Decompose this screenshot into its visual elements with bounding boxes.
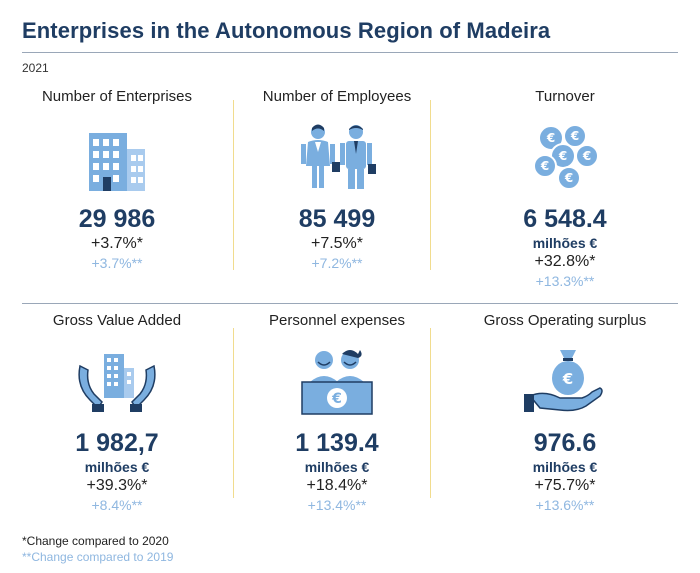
- card-gross-operating-surplus: Gross Operating surplus € 976.6 milhões …: [456, 312, 674, 514]
- change-2020: +3.7%*: [90, 235, 144, 252]
- svg-text:€: €: [558, 149, 567, 163]
- euro-coins-icon: € € € € € €: [456, 118, 674, 198]
- svg-text:€: €: [546, 131, 555, 145]
- change-2020: +39.3%*: [86, 477, 148, 494]
- card-label: Personnel expenses: [269, 312, 405, 329]
- card-value: 85 499: [298, 205, 376, 233]
- card-value: 976.6: [533, 429, 597, 457]
- change-2019: +13.3%**: [535, 273, 595, 289]
- change-2019: +8.4%**: [91, 497, 143, 513]
- svg-text:€: €: [562, 370, 573, 388]
- card-label: Turnover: [535, 88, 595, 105]
- title-divider: [22, 52, 678, 53]
- column-divider: [233, 100, 234, 270]
- change-2020: +7.5%*: [310, 235, 364, 252]
- card-personnel-expenses: Personnel expenses € 1 139.4 milhões € +…: [228, 312, 446, 514]
- footnote-2020: *Change compared to 2020: [22, 534, 169, 548]
- card-turnover: Turnover € € € € € € 6 548.4 milhões € +32.8…: [456, 88, 674, 290]
- reference-year: 2021: [22, 61, 49, 75]
- hand-money-bag-icon: €: [456, 342, 674, 422]
- svg-text:€: €: [331, 391, 342, 407]
- column-divider: [430, 328, 431, 498]
- card-unit: milhões €: [532, 235, 598, 251]
- column-divider: [430, 100, 431, 270]
- column-divider: [233, 328, 234, 498]
- svg-text:€: €: [564, 171, 573, 185]
- card-enterprises: Number of Enterprises 29 986 +3.7%* +3.7…: [8, 88, 226, 272]
- page-title: Enterprises in the Autonomous Region of …: [22, 18, 551, 43]
- svg-text:€: €: [540, 159, 549, 173]
- card-unit: milhões €: [84, 459, 150, 475]
- row-divider: [22, 303, 678, 304]
- office-building-icon: [8, 118, 226, 198]
- change-2019: +7.2%**: [311, 255, 363, 271]
- employees-icon: [228, 118, 446, 198]
- card-value: 1 139.4: [295, 429, 379, 457]
- hands-building-icon: [8, 342, 226, 422]
- change-2020: +75.7%*: [534, 477, 596, 494]
- footnote-2019: **Change compared to 2019: [22, 550, 174, 564]
- change-2020: +18.4%*: [306, 477, 368, 494]
- change-2020: +32.8%*: [534, 253, 596, 270]
- card-label: Number of Enterprises: [41, 88, 193, 105]
- people-euro-desk-icon: €: [228, 342, 446, 422]
- card-label: Gross Operating surplus: [483, 312, 647, 329]
- card-label: Gross Value Added: [52, 312, 182, 329]
- card-value: 1 982,7: [75, 429, 159, 457]
- footnotes: *Change compared to 2020 **Change compar…: [22, 533, 173, 565]
- card-value: 29 986: [78, 205, 156, 233]
- card-gross-value-added: Gross Value Added 1 982,7 milhões € +39.…: [8, 312, 226, 514]
- svg-text:€: €: [582, 149, 591, 163]
- card-employees: Number of Employees 85 499 +7.5%* +7.2: [228, 88, 446, 272]
- svg-text:€: €: [570, 129, 579, 143]
- card-label: Number of Employees: [262, 88, 412, 105]
- card-unit: milhões €: [532, 459, 598, 475]
- change-2019: +3.7%**: [91, 255, 143, 271]
- card-value: 6 548.4: [523, 205, 607, 233]
- change-2019: +13.4%**: [307, 497, 367, 513]
- change-2019: +13.6%**: [535, 497, 595, 513]
- card-unit: milhões €: [304, 459, 370, 475]
